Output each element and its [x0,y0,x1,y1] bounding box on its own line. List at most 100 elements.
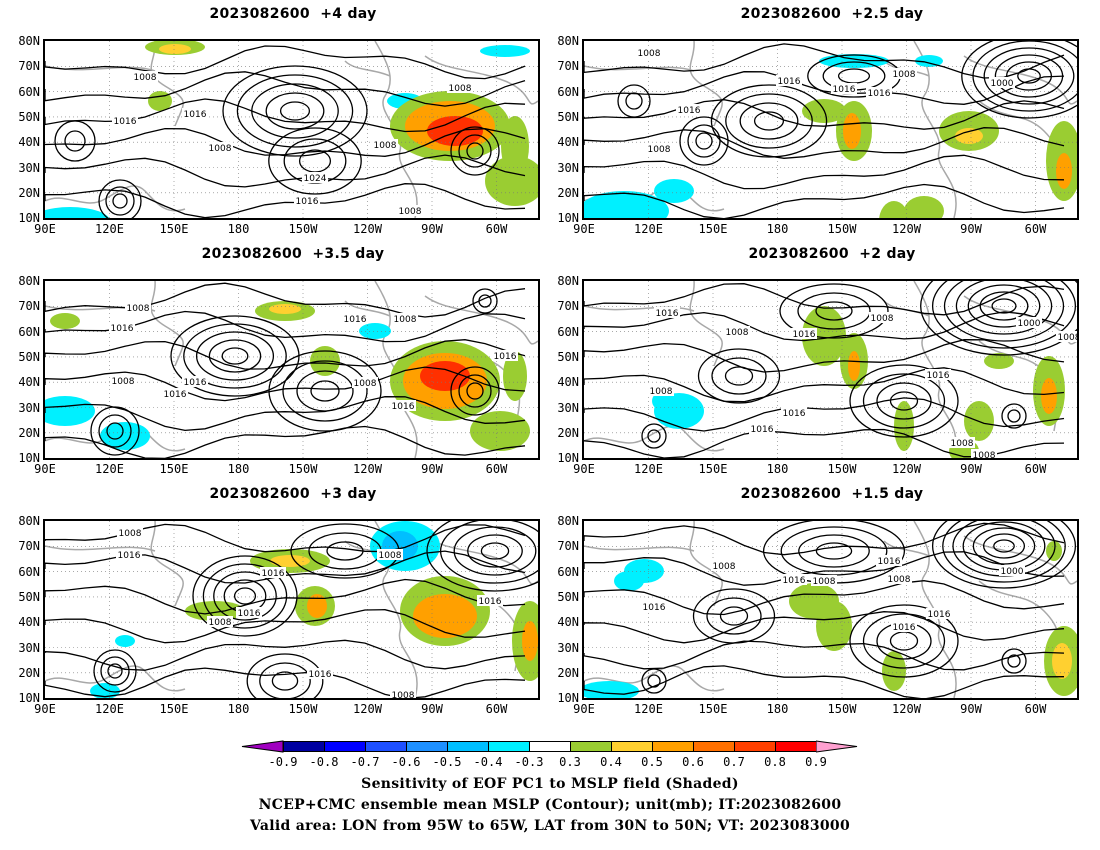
contour-labels: 1008 1016 1008 1016 1008 1016 1016 1008 1016 1016 [109,302,518,412]
shading-region [802,306,846,366]
latitude-tick-label: 80N [557,274,579,288]
longitude-tick-label: 120W [892,222,921,236]
latitude-tick-label: 50N [557,109,579,124]
isobar-layer [45,521,538,698]
isobar-ring [982,533,1026,559]
isobar-ring [1005,61,1053,91]
isobar-ring [183,323,287,389]
longitude-tick-label: 90W [421,702,443,716]
latitude-tick-label: 30N [557,400,579,415]
colorbar-tick-label: -0.3 [514,755,544,769]
contour-label: 1008 [394,315,417,325]
isobar-ring [236,74,354,148]
shading-region [359,323,391,339]
latitude-tick-label: 80N [557,514,579,528]
longitude-tick-label: 90W [960,462,982,476]
colorbar-segment [529,741,571,752]
isobar-ring [931,281,1077,349]
isobar-ring [310,380,340,402]
isobar-ring [1001,648,1027,674]
shading-region [90,683,120,698]
isobar-layer [45,45,526,218]
contour-label: 1016 [893,623,916,633]
isobar-ring [697,348,781,404]
contour-label: 1008 [813,577,836,587]
isobar-ring [251,83,339,139]
shading-region [45,207,110,218]
isobar-ring [208,339,262,373]
map-panel-plus-2-5-day: 1008 1016 1016 1008 1000 1016 1016 1008 [582,39,1079,220]
isobar-ring [1007,654,1021,668]
isobar-ring [453,526,537,576]
isobar-ring [955,281,1053,335]
contour-label: 1008 [209,618,232,628]
isobar-ring [780,526,888,576]
contour-labels: 1008 1016 1016 1008 1024 1016 1008 1008 1008 [112,71,473,217]
isobar-layer [584,41,1077,218]
isobar-ring [233,587,257,605]
shading-region [485,156,538,206]
contour-label: 1008 [1058,333,1077,343]
longitude-tick-label: 120E [95,222,124,236]
colorbar-tick-label: 0.3 [559,755,581,769]
latitude-tick-label: 60N [18,84,40,99]
shading-region [879,201,909,218]
contour-label: 1008 [354,379,377,389]
longitude-tick-label: 180 [227,702,250,716]
contour-labels: 1016 1008 1016 1008 1000 1008 1016 1008 1016 1016… [648,307,1077,458]
shading-region [882,651,906,691]
colorbar-segment [406,741,448,752]
shading-region [307,594,327,618]
longitude-tick-label: 150E [159,462,189,476]
contour-label: 1016 [494,352,517,362]
latitude-tick-label: 10N [557,451,579,466]
contour-label: 1016 [783,576,806,586]
contour-label: 1016 [793,330,816,340]
isobar-ring [326,541,364,561]
longitude-tick-label: 120W [353,702,382,716]
contour-label: 1000 [1018,319,1041,329]
colorbar-tick-label: -0.9 [268,755,298,769]
isobar-ring [480,542,510,560]
shading-region [522,621,538,661]
longitude-tick-label: 180 [227,222,250,236]
map-panel-plus-3-5-day: 1008 1016 1008 1016 1008 1016 1016 1008 1016 1016 [43,279,540,460]
isobar-ring [849,364,959,438]
longitude-tick-label: 120W [892,462,921,476]
isobar-ring [298,149,332,173]
contour-label: 1016 [344,315,367,325]
latitude-tick-label: 30N [18,160,40,175]
longitude-tick-label: 90E [573,222,595,236]
latitude-tick-label: 80N [18,34,40,48]
colorbar-tick-label: 0.9 [805,755,827,769]
contour-label: 1008 [449,84,472,94]
longitude-tick-label: 120E [634,462,663,476]
colorbar-segment [693,741,735,752]
longitude-tick-label: 60W [485,702,508,716]
isobar-ring [983,47,1075,105]
shading-region [843,113,861,149]
contour-label: 1008 [638,49,661,59]
contour-label: 1008 [392,691,415,698]
shading-region [413,594,477,638]
sensitivity-shading [584,541,1077,698]
contour-label: 1008 [379,551,402,561]
contour-label: 1016 [296,197,319,207]
isobar-ring [943,281,1065,342]
latitude-tick-label: 70N [557,539,579,554]
longitude-tick-label: 60W [485,222,508,236]
isobar-ring [106,422,124,440]
isobar-ring [98,414,132,448]
longitude-tick-label: 60W [1024,702,1047,716]
latitude-tick-label: 10N [557,691,579,706]
isobar-ring [815,542,853,560]
longitude-tick-label: 60W [1024,222,1047,236]
shading-region [654,179,694,203]
latitude-tick-label: 20N [18,665,40,680]
isobar-ring [222,65,368,157]
latitude-tick-label: 30N [18,640,40,655]
panel-title: 2023082600 +2 day [748,246,916,262]
contour-label: 1016 [392,402,415,412]
isobar-ring [931,521,1077,589]
